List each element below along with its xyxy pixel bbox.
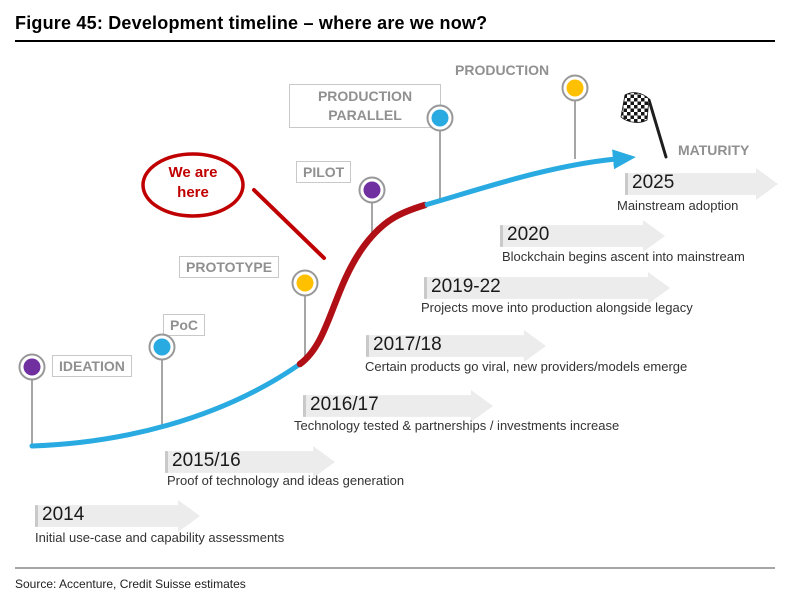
annotation-pointer-line	[252, 188, 326, 260]
milestone-description: Blockchain begins ascent into mainstream	[502, 249, 745, 264]
milestone-arrow-banner	[35, 500, 200, 532]
milestone-year: 2015/16	[172, 450, 241, 471]
milestone-arrow-banner	[625, 168, 778, 200]
milestone-description: Initial use-case and capability assessme…	[35, 530, 285, 545]
marker-ideation	[18, 353, 46, 381]
stage-label-production: PRODUCTION	[455, 62, 550, 78]
milestone-arrow-banner	[165, 446, 335, 478]
milestone-year: 2016/17	[310, 394, 379, 415]
milestone-year: 2025	[632, 172, 675, 193]
marker-prototype	[291, 269, 319, 297]
milestone-year: 2017/18	[373, 334, 442, 355]
finish-flag-icon	[620, 92, 668, 159]
stage-label-poc: PoC	[163, 314, 205, 336]
stage-label-prototype: PROTOTYPE	[179, 256, 280, 278]
figure-title: Figure 45: Development timeline – where …	[15, 13, 488, 33]
marker-poc	[148, 333, 176, 361]
milestone-year: 2020	[507, 224, 550, 245]
title-underline	[15, 40, 775, 42]
stage-label-maturity: MATURITY	[678, 142, 750, 158]
footer-rule	[15, 567, 775, 569]
we-are-here-annotation: We are here	[168, 164, 218, 201]
milestone-arrow-banner	[500, 220, 665, 252]
milestone-year: 2014	[42, 504, 85, 525]
milestone-description: Technology tested & partnerships / inves…	[294, 418, 620, 433]
marker-stems	[31, 101, 576, 446]
source-note: Source: Accenture, Credit Suisse estimat…	[15, 577, 246, 591]
milestone-year: 2019-22	[431, 276, 501, 297]
marker-production	[561, 74, 589, 102]
stage-label-production-parallel: PRODUCTION PARALLEL	[289, 84, 441, 128]
curve-segment-future	[424, 149, 636, 208]
stage-label-ideation: IDEATION	[52, 355, 132, 377]
milestone-description: Proof of technology and ideas generation	[167, 473, 405, 488]
stage-label-pilot: PILOT	[296, 161, 352, 183]
milestone-description: Projects move into production alongside …	[421, 300, 693, 315]
marker-pilot	[358, 176, 386, 204]
milestone-arrow-banner	[303, 390, 493, 422]
milestone-description: Certain products go viral, new providers…	[365, 359, 688, 374]
milestone-description: Mainstream adoption	[617, 198, 739, 213]
